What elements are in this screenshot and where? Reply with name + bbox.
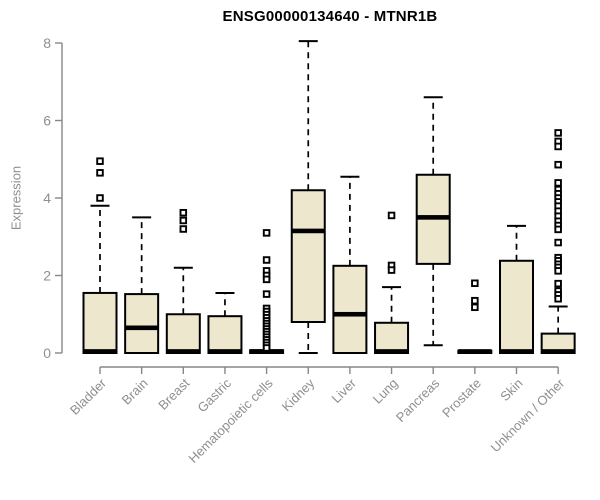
y-tick-label: 6 [43,112,51,128]
x-tick-label: Unknown / Other [488,375,568,455]
box [499,259,534,354]
outlier-point [262,290,271,298]
y-tick-label: 2 [43,267,51,283]
box [207,315,243,354]
chart-title: ENSG00000134640 - MTNR1B [222,8,438,25]
outlier-point [96,157,104,165]
median-line [500,349,533,354]
outlier-point [471,303,479,312]
outlier-point [387,211,396,220]
outlier-point [262,275,271,284]
median-line [458,349,492,354]
outlier-point [554,160,562,169]
outlier-point [471,279,479,288]
outlier-point [554,238,562,247]
median-line [208,349,242,354]
y-tick-label: 8 [43,35,51,51]
x-tick-label: Liver [328,375,359,406]
outlier-point [554,179,562,187]
outlier-point [554,295,562,303]
x-tick-label: Pancreas [393,375,443,425]
y-tick-label: 4 [43,190,51,206]
outlier-point [179,225,188,233]
outlier-point [554,142,562,151]
outlier-point [96,169,104,177]
box [290,189,326,323]
median-line [83,349,117,354]
median-line [375,349,409,354]
outlier-point [262,256,271,264]
x-tick-label: Skin [497,376,525,404]
box [165,313,201,354]
outlier-point [262,344,271,352]
x-tick-label: Brain [119,376,151,408]
median-line [541,349,575,354]
x-tick-label: Bladder [67,375,110,418]
outlier-point [179,208,188,217]
outlier-point [554,129,562,137]
median-line [291,228,325,234]
x-tick-label: Lung [370,376,401,407]
median-line [125,325,159,331]
outlier-point [554,279,562,288]
x-tick-label: Prostate [439,376,484,421]
outlier-point [96,194,104,202]
x-tick-label: Breast [155,375,192,412]
outlier-point [387,266,396,274]
median-line [333,311,367,317]
x-tick-label: Kidney [279,375,318,414]
median-line [416,215,450,220]
outlier-point [471,296,479,305]
box [332,264,368,354]
box [374,321,410,354]
y-tick-label: 0 [43,345,51,361]
x-tick-label: Gastric [194,375,234,415]
median-line [166,349,200,354]
box [82,291,118,354]
outlier-point [262,229,271,237]
outlier-point [554,267,562,275]
box [124,293,160,355]
outlier-point [179,216,188,225]
outlier-point [554,225,562,234]
